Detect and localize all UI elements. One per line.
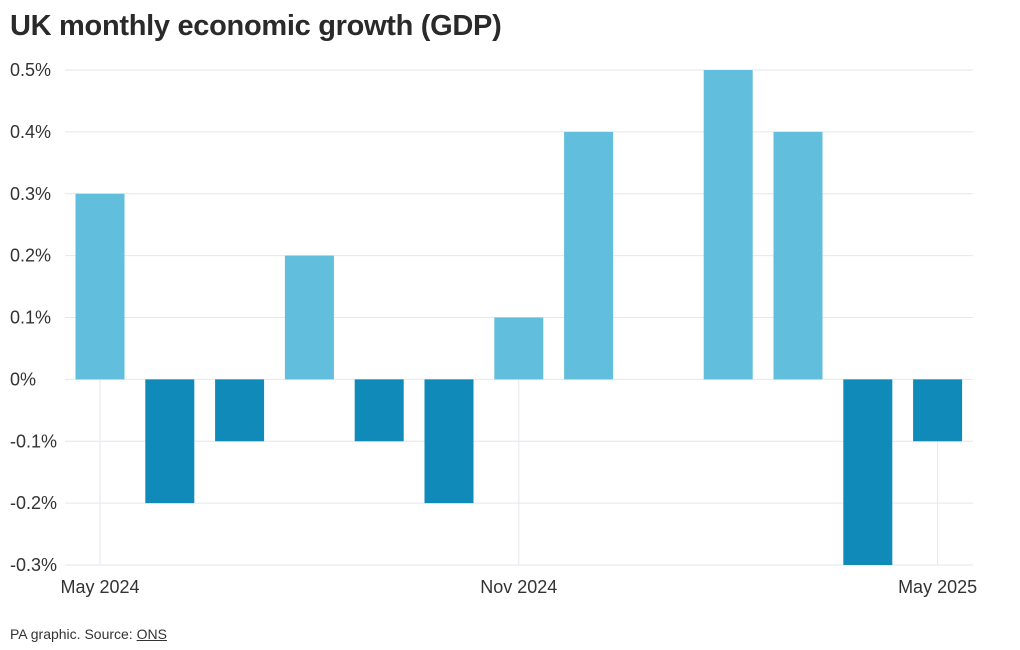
chart-title: UK monthly economic growth (GDP) (10, 10, 502, 42)
x-axis-ticks: May 2024 Nov 2024 May 2025 (60, 577, 977, 597)
bar-may-2025 (913, 379, 963, 442)
bar-sep-2024 (354, 379, 404, 442)
gridlines (65, 69, 973, 566)
x-tick-label: May 2025 (898, 577, 977, 597)
gdp-bar-chart: 0.5% 0.4% 0.3% 0.2% 0.1% 0% -0.1% -0.2% -0.3% Ma… (10, 60, 977, 597)
y-tick-label: -0.1% (10, 431, 57, 451)
y-tick-label: 0% (10, 369, 36, 389)
y-tick-label: 0.3% (10, 184, 51, 204)
y-tick-label: 0.1% (10, 308, 51, 328)
bar-jun-2024 (145, 379, 195, 504)
x-tick-label: Nov 2024 (480, 577, 557, 597)
bar-aug-2024 (284, 255, 334, 380)
y-tick-label: 0.5% (10, 60, 51, 80)
y-tick-label: 0.2% (10, 246, 51, 266)
bar-may-2024 (75, 193, 125, 380)
footer-prefix: PA graphic. Source: (10, 626, 137, 642)
bar-dec-2024 (564, 131, 614, 380)
y-tick-label: -0.3% (10, 555, 57, 575)
bars (75, 70, 963, 565)
bar-jul-2024 (215, 379, 265, 442)
footer-credit: PA graphic. Source: ONS (10, 626, 167, 642)
x-tick-label: May 2024 (60, 577, 139, 597)
y-axis-ticks: 0.5% 0.4% 0.3% 0.2% 0.1% 0% -0.1% -0.2% -0.3% (10, 60, 57, 575)
bar-nov-2024 (494, 317, 544, 380)
bar-apr-2025 (843, 379, 893, 565)
y-tick-label: 0.4% (10, 122, 51, 142)
source-link[interactable]: ONS (136, 626, 167, 642)
bar-feb-2025 (703, 70, 753, 380)
y-tick-label: -0.2% (10, 493, 57, 513)
bar-mar-2025 (773, 131, 823, 380)
bar-oct-2024 (424, 379, 474, 504)
